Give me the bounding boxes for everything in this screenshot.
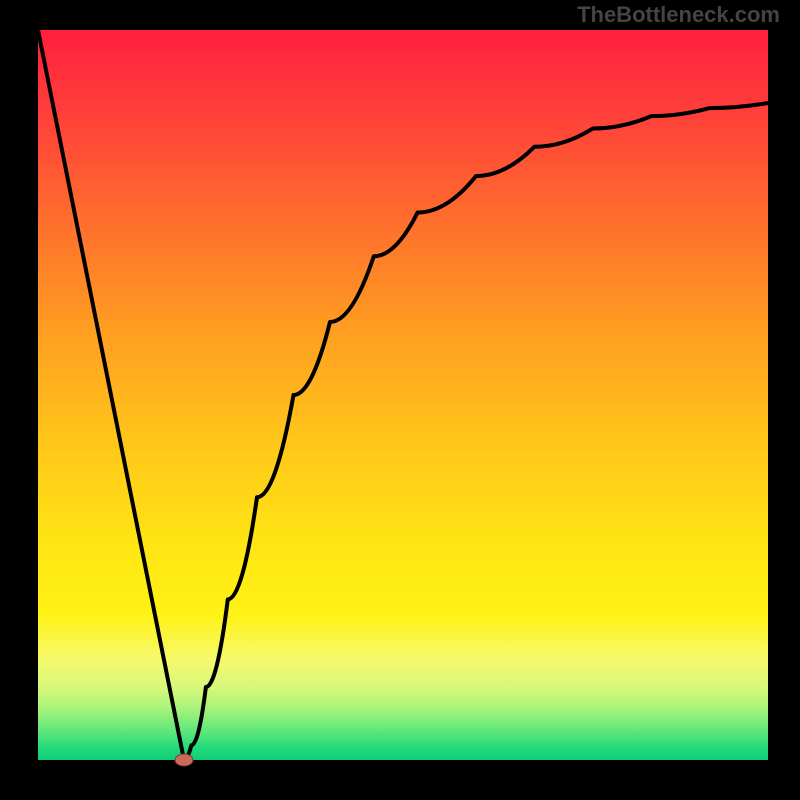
watermark-label: TheBottleneck.com: [577, 2, 780, 28]
plot-background: [38, 30, 768, 760]
chart-root: TheBottleneck.com: [0, 0, 800, 800]
chart-svg: [0, 0, 800, 800]
optimal-point-marker: [175, 754, 193, 766]
